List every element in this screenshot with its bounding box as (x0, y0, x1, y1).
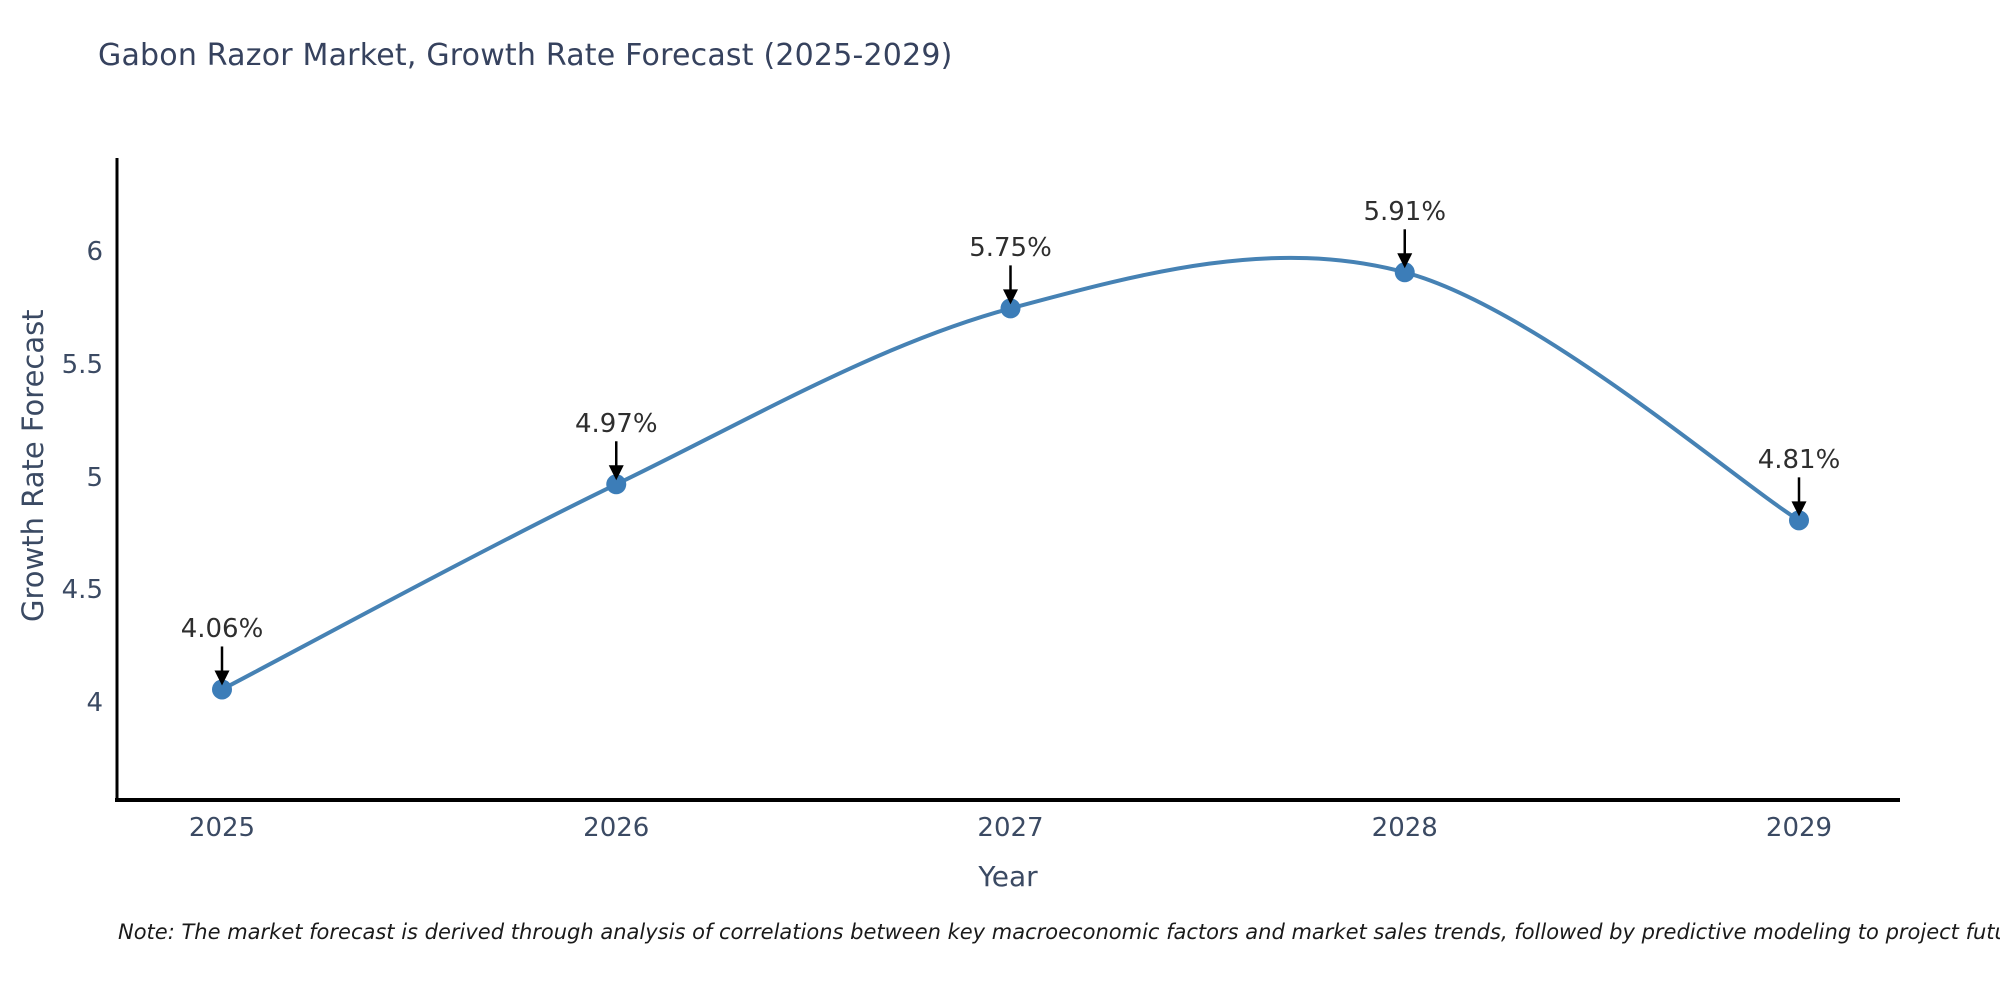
y-tick-label: 4 (86, 688, 103, 718)
point-value-label: 4.97% (574, 409, 658, 440)
annotation-arrowhead-icon (1397, 253, 1413, 269)
x-tick-label: 2026 (583, 813, 650, 843)
annotation-arrowhead-icon (1003, 289, 1018, 305)
x-axis-title: Year (978, 860, 1038, 893)
y-tick-label: 5.5 (61, 349, 103, 380)
data-point-marker (212, 679, 232, 700)
x-tick-label: 2027 (977, 813, 1044, 843)
annotation-arrowhead-icon (608, 465, 624, 481)
data-point-marker (1000, 298, 1021, 319)
x-tick-label: 2028 (1371, 813, 1438, 843)
x-tick-label: 2029 (1765, 813, 1833, 843)
chart-title: Gabon Razor Market, Growth Rate Forecast… (98, 38, 953, 73)
point-value-label: 5.91% (1363, 197, 1447, 228)
point-value-label: 5.75% (969, 233, 1052, 264)
y-tick-label: 6 (86, 237, 103, 267)
annotation-arrowhead-icon (1791, 501, 1807, 517)
data-point-marker (1394, 262, 1415, 283)
footnote: Note: The market forecast is derived thr… (118, 920, 2000, 944)
forecast-line (220, 255, 1801, 692)
y-axis-title: Growth Rate Forecast (16, 309, 50, 622)
data-point-marker (1789, 510, 1809, 531)
annotation-arrowhead-icon (214, 670, 230, 686)
point-value-label: 4.81% (1757, 445, 1841, 476)
y-tick-label: 5 (86, 462, 103, 493)
point-value-label: 4.06% (180, 614, 264, 645)
x-tick-label: 2025 (188, 813, 256, 843)
y-tick-label: 4.5 (61, 575, 103, 606)
data-point-marker (606, 474, 627, 495)
